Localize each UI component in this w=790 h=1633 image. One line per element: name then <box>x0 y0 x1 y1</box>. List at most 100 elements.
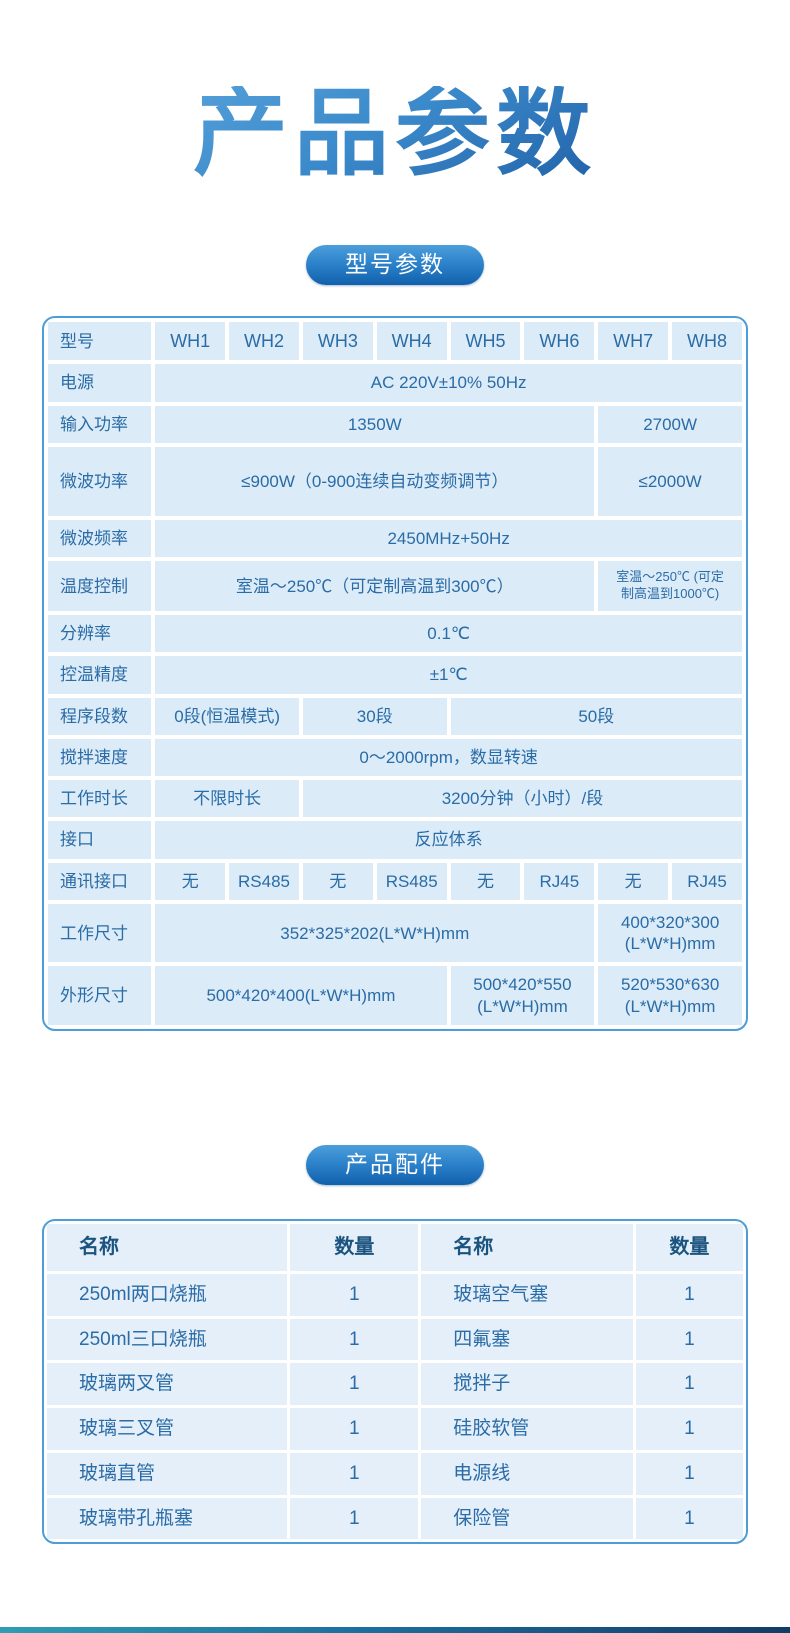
accessory-qty-cell: 1 <box>290 1318 419 1361</box>
table-row: 工作尺寸 352*325*202(L*W*H)mm 400*320*300 (L*W… <box>48 903 742 963</box>
spec-row-label: 工作尺寸 <box>48 903 152 963</box>
spec-value-cell: ≤900W（0-900连续自动变频调节） <box>155 446 595 517</box>
spec-value-cell: 0.1℃ <box>155 615 742 653</box>
spec-value-cell: 0～2000rpm，数显转速 <box>155 738 742 777</box>
table-row: 名称 数量 名称 数量 <box>47 1223 743 1271</box>
spec-value-cell: 352*325*202(L*W*H)mm <box>155 903 595 963</box>
accessory-name-cell: 玻璃两叉管 <box>47 1363 288 1406</box>
spec-value-cell: 1350W <box>155 405 595 443</box>
accessory-qty-cell: 1 <box>635 1497 743 1540</box>
model-header-cell: WH2 <box>229 321 299 361</box>
spec-value-cell: 400*320*300 (L*W*H)mm <box>598 903 742 963</box>
table-row: 玻璃三叉管 1 硅胶软管 1 <box>47 1408 743 1450</box>
spec-row-label: 分辨率 <box>48 615 152 653</box>
model-parameters-table: 型号 WH1 WH2 WH3 WH4 WH5 WH6 WH7 WH8 电源 AC 220V±10% … <box>44 318 746 1029</box>
spec-value-cell: 2450MHz+50Hz <box>155 520 742 558</box>
accessory-name-cell: 玻璃三叉管 <box>47 1408 288 1450</box>
section-badge-accessories: 产品配件 <box>306 1144 484 1185</box>
spec-row-label: 输入功率 <box>48 405 152 443</box>
spec-value-cell: 2700W <box>598 405 742 443</box>
spec-row-label: 电源 <box>48 364 152 402</box>
accessory-name-cell: 四氟塞 <box>421 1318 633 1361</box>
table-row: 型号 WH1 WH2 WH3 WH4 WH5 WH6 WH7 WH8 <box>48 321 742 361</box>
spec-value-cell: 无 <box>155 862 226 900</box>
table-row: 微波频率 2450MHz+50Hz <box>48 520 742 558</box>
spec-value-cell: 0段(恒温模式) <box>155 697 299 735</box>
table-row: 玻璃直管 1 电源线 1 <box>47 1452 743 1495</box>
table-row: 玻璃两叉管 1 搅拌子 1 <box>47 1363 743 1406</box>
model-header-cell: WH1 <box>155 321 226 361</box>
accessory-qty-cell: 1 <box>290 1363 419 1406</box>
accessory-name-cell: 电源线 <box>421 1452 633 1495</box>
spec-row-label: 工作时长 <box>48 780 152 818</box>
accessory-name-cell: 硅胶软管 <box>421 1408 633 1450</box>
spec-row-label: 接口 <box>48 821 152 859</box>
spec-row-label: 搅拌速度 <box>48 738 152 777</box>
accessory-name-cell: 玻璃直管 <box>47 1452 288 1495</box>
model-header-cell: WH7 <box>598 321 669 361</box>
spec-value-cell: ±1℃ <box>155 656 742 694</box>
model-header-cell: WH4 <box>376 321 447 361</box>
table-row: 分辨率 0.1℃ <box>48 615 742 653</box>
spec-value-cell: 50段 <box>450 697 742 735</box>
accessory-name-cell: 搅拌子 <box>421 1363 633 1406</box>
model-parameters-table-body: 型号 WH1 WH2 WH3 WH4 WH5 WH6 WH7 WH8 电源 AC 220V±10% … <box>48 321 742 1025</box>
spec-value-cell: 无 <box>598 862 669 900</box>
spec-row-label: 通讯接口 <box>48 862 152 900</box>
table-row: 搅拌速度 0～2000rpm，数显转速 <box>48 738 742 777</box>
table-row: 输入功率 1350W 2700W <box>48 405 742 443</box>
accessories-table: 名称 数量 名称 数量 250ml两口烧瓶 1 玻璃空气塞 1 250ml三口烧瓶 1 四氟塞 1 玻璃… <box>44 1221 746 1543</box>
table-row: 玻璃带孔瓶塞 1 保险管 1 <box>47 1497 743 1540</box>
table-row: 电源 AC 220V±10% 50Hz <box>48 364 742 402</box>
spec-value-cell: 室温～250℃ (可定 制高温到1000℃) <box>598 561 742 612</box>
accessories-header-cell: 名称 <box>47 1223 288 1271</box>
accessory-qty-cell: 1 <box>290 1273 419 1316</box>
spec-row-label: 微波功率 <box>48 446 152 517</box>
spec-value-cell: AC 220V±10% 50Hz <box>155 364 742 402</box>
spec-value-cell: 无 <box>302 862 373 900</box>
spec-row-label: 外形尺寸 <box>48 966 152 1025</box>
model-header-cell: WH8 <box>672 321 742 361</box>
spec-value-cell: 室温～250℃（可定制高温到300℃） <box>155 561 595 612</box>
spec-row-label: 程序段数 <box>48 697 152 735</box>
accessory-name-cell: 玻璃带孔瓶塞 <box>47 1497 288 1540</box>
accessory-qty-cell: 1 <box>635 1273 743 1316</box>
accessories-table-body: 名称 数量 名称 数量 250ml两口烧瓶 1 玻璃空气塞 1 250ml三口烧瓶 1 四氟塞 1 玻璃… <box>47 1223 743 1540</box>
spec-value-cell: ≤2000W <box>598 446 742 517</box>
table-row: 温度控制 室温～250℃（可定制高温到300℃） 室温～250℃ (可定 制高温到1… <box>48 561 742 612</box>
model-header-cell: WH6 <box>524 321 595 361</box>
spec-value-cell: 500*420*400(L*W*H)mm <box>155 966 447 1025</box>
model-parameters-table-wrapper: 型号 WH1 WH2 WH3 WH4 WH5 WH6 WH7 WH8 电源 AC 220V±10% … <box>42 315 748 1031</box>
accessories-header-cell: 数量 <box>635 1223 743 1271</box>
accessory-qty-cell: 1 <box>635 1363 743 1406</box>
spec-value-cell: 520*530*630 (L*W*H)mm <box>598 966 742 1025</box>
model-header-cell: WH3 <box>302 321 373 361</box>
page-title: 产品参数 <box>0 85 790 183</box>
spec-value-cell: 3200分钟（小时）/段 <box>302 780 742 818</box>
spec-value-cell: 500*420*550 (L*W*H)mm <box>450 966 595 1025</box>
spec-value-cell: 30段 <box>302 697 447 735</box>
accessory-qty-cell: 1 <box>290 1497 419 1540</box>
accessory-qty-cell: 1 <box>635 1318 743 1361</box>
spec-row-label: 微波频率 <box>48 520 152 558</box>
spec-value-cell: RJ45 <box>672 862 742 900</box>
model-header-cell: WH5 <box>450 321 521 361</box>
table-row: 程序段数 0段(恒温模式) 30段 50段 <box>48 697 742 735</box>
table-row: 外形尺寸 500*420*400(L*W*H)mm 500*420*550 (L*W… <box>48 966 742 1025</box>
accessory-qty-cell: 1 <box>635 1452 743 1495</box>
table-row: 250ml两口烧瓶 1 玻璃空气塞 1 <box>47 1273 743 1316</box>
spec-value-cell: 无 <box>450 862 521 900</box>
footer-gradient-bar <box>0 1627 790 1633</box>
spec-value-cell: RS485 <box>376 862 447 900</box>
accessories-header-cell: 数量 <box>290 1223 419 1271</box>
table-row: 250ml三口烧瓶 1 四氟塞 1 <box>47 1318 743 1361</box>
accessories-header-cell: 名称 <box>421 1223 633 1271</box>
spec-value-cell: 不限时长 <box>155 780 299 818</box>
accessory-name-cell: 250ml三口烧瓶 <box>47 1318 288 1361</box>
spec-value-cell: 反应体系 <box>155 821 742 859</box>
table-row: 通讯接口无 RS485 无 RS485 无 RJ45 无 RJ45 <box>48 862 742 900</box>
spec-row-label: 控温精度 <box>48 656 152 694</box>
accessory-name-cell: 保险管 <box>421 1497 633 1540</box>
table-row: 微波功率 ≤900W（0-900连续自动变频调节） ≤2000W <box>48 446 742 517</box>
